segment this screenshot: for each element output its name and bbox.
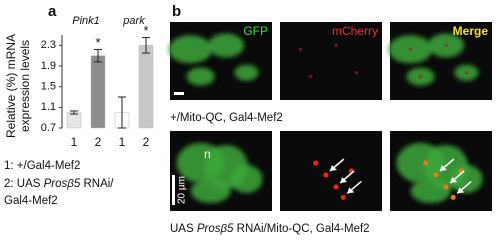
bar bbox=[90, 55, 106, 129]
legend-line: 1: +/Gal4-Mef2 bbox=[4, 160, 80, 172]
image-bg bbox=[280, 22, 382, 100]
arrow-head bbox=[329, 165, 337, 171]
y-tick-label: 1.1 bbox=[41, 101, 56, 113]
legend-text: RNAi/ bbox=[80, 178, 114, 190]
y-tick-label: 2.3 bbox=[41, 39, 56, 51]
arrow-head bbox=[347, 187, 355, 194]
y-title-line: Relative (%) mRNA bbox=[4, 34, 18, 138]
scale-bar bbox=[174, 92, 184, 95]
y-tick-label: 0.7 bbox=[41, 122, 56, 134]
error-bar bbox=[70, 110, 78, 115]
mitolysosome bbox=[313, 160, 319, 166]
y-tick-label: 1.9 bbox=[41, 60, 56, 72]
mito bbox=[334, 43, 338, 47]
micrograph bbox=[168, 22, 272, 100]
cell bbox=[230, 165, 263, 193]
mitolysosome bbox=[323, 172, 329, 178]
bar bbox=[138, 45, 154, 129]
mitolysosome bbox=[423, 160, 429, 166]
y-tick-label: 1.5 bbox=[41, 81, 56, 93]
mito bbox=[309, 75, 313, 79]
panel-label: a bbox=[48, 3, 57, 20]
caption-text: UAS bbox=[170, 223, 197, 235]
legend-line: 2: UAS Prosβ5 RNAi/ bbox=[4, 178, 114, 190]
cell bbox=[186, 67, 215, 86]
mitolysosome bbox=[340, 194, 346, 200]
error-bar bbox=[118, 96, 126, 129]
y-axis-title: Relative (%) mRNA expression levels bbox=[4, 34, 32, 138]
x-tick-label: 1 bbox=[119, 135, 126, 149]
caption-text: RNAi/Mito-QC, Gal4-Mef2 bbox=[233, 223, 369, 235]
group-label: Pink1 bbox=[72, 15, 100, 27]
micrographs: GFP mCherry Merge 20 µm n bbox=[168, 22, 492, 211]
micrograph bbox=[390, 131, 492, 211]
mito bbox=[408, 47, 412, 51]
arrow-head bbox=[439, 165, 447, 171]
caption-text: Prosβ5 bbox=[197, 223, 234, 235]
error-bar bbox=[142, 37, 150, 54]
micrograph bbox=[280, 22, 382, 100]
scale-bar bbox=[172, 175, 175, 205]
micrograph bbox=[170, 131, 272, 211]
mitolysosome bbox=[433, 172, 439, 178]
bar bbox=[66, 112, 82, 129]
panel-label: b bbox=[172, 3, 181, 20]
cell bbox=[410, 179, 451, 203]
channel-label: Merge bbox=[453, 24, 489, 38]
cell bbox=[190, 179, 231, 203]
legend-text: 2: UAS bbox=[4, 178, 44, 190]
micrograph bbox=[280, 131, 382, 211]
row-caption: UAS Prosβ5 RNAi/Mito-QC, Gal4-Mef2 bbox=[170, 223, 370, 235]
micrograph bbox=[388, 22, 492, 100]
mito bbox=[298, 47, 302, 51]
mitolysosome bbox=[443, 184, 449, 190]
channel-label: GFP bbox=[243, 24, 268, 38]
cell bbox=[450, 165, 483, 193]
mitolysosome bbox=[333, 184, 339, 190]
x-tick-label: 2 bbox=[143, 135, 150, 149]
arrow-head bbox=[457, 187, 465, 194]
x-tick-label: 2 bbox=[95, 135, 102, 149]
mito bbox=[355, 71, 358, 75]
cell bbox=[168, 35, 213, 64]
group-label: park bbox=[122, 15, 145, 27]
legend-line: Gal4-Mef2 bbox=[4, 195, 58, 207]
channel-label: mCherry bbox=[332, 24, 378, 38]
cell bbox=[208, 33, 245, 58]
row-caption: +/Mito-QC, Gal4-Mef2 bbox=[170, 112, 283, 124]
mito bbox=[465, 71, 468, 75]
nucleus-label: n bbox=[204, 147, 211, 161]
error-bar bbox=[94, 48, 102, 63]
mitolysosome bbox=[450, 194, 456, 200]
arrow-head bbox=[340, 177, 348, 183]
legend-text: Prosβ5 bbox=[44, 178, 81, 190]
x-tick-label: 1 bbox=[71, 135, 78, 149]
significance-mark: * bbox=[95, 35, 100, 50]
mito bbox=[444, 43, 448, 47]
mito bbox=[419, 75, 423, 79]
cell bbox=[234, 64, 259, 81]
scale-bar-label: 20 µm bbox=[177, 176, 188, 204]
y-title-line: expression levels bbox=[18, 40, 32, 132]
significance-mark: * bbox=[143, 23, 148, 38]
arrow-head bbox=[450, 177, 458, 183]
